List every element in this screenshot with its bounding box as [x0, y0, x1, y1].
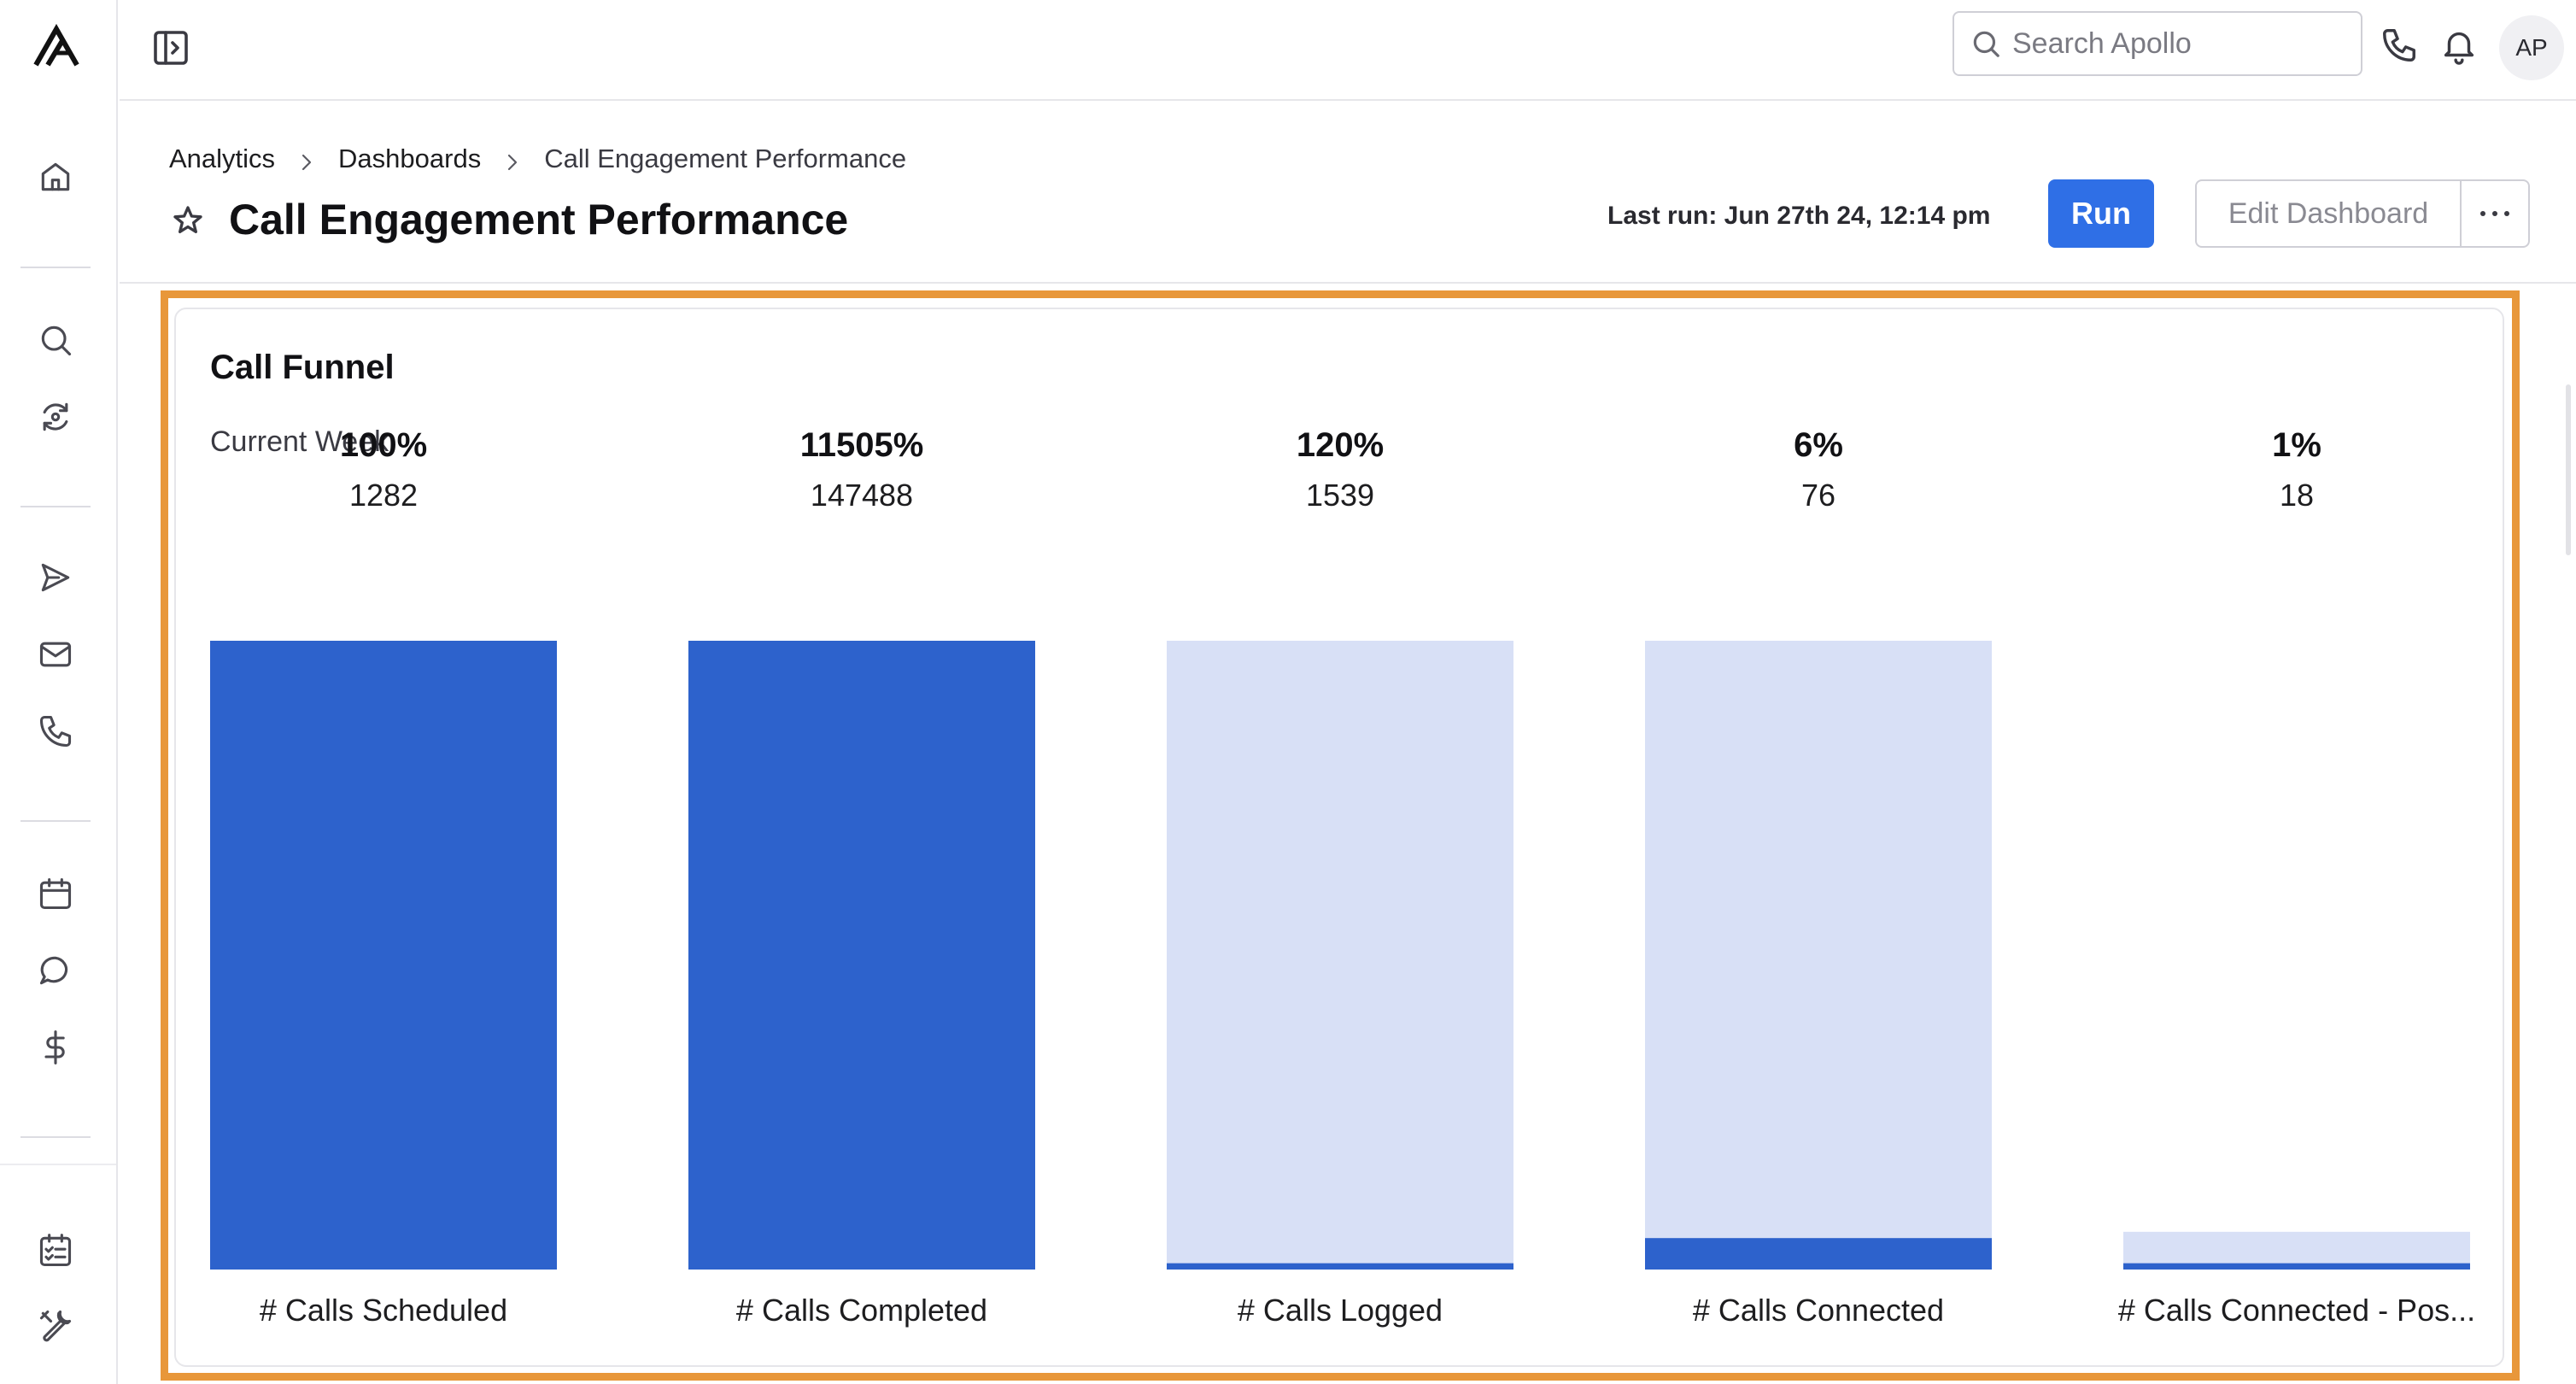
breadcrumb-current: Call Engagement Performance — [544, 144, 907, 173]
run-button[interactable]: Run — [2048, 179, 2154, 248]
funnel-bar[interactable] — [1167, 1263, 1513, 1270]
page-title: Call Engagement Performance — [229, 196, 849, 243]
sidebar — [0, 0, 118, 1384]
checklist-icon[interactable] — [35, 1230, 76, 1271]
chevron-right-icon — [506, 149, 518, 171]
search-icon — [1973, 31, 1999, 57]
apollo-logo-icon[interactable] — [31, 23, 82, 68]
mail-icon[interactable] — [35, 634, 76, 675]
call-funnel-card[interactable]: Call Funnel Current Week 100% 1282 # Calls… — [174, 308, 2504, 1367]
search-icon[interactable] — [35, 320, 76, 361]
home-icon[interactable] — [35, 156, 76, 197]
star-icon[interactable] — [171, 203, 205, 238]
funnel-bar-count: 76 — [1801, 478, 1835, 513]
calendar-icon[interactable] — [35, 873, 76, 914]
funnel-bar[interactable] — [688, 641, 1035, 1270]
refresh-icon[interactable] — [35, 396, 76, 437]
funnel-chart-svg: 100% 1282 # Calls Scheduled 11505% 147488 # C… — [210, 426, 2475, 1328]
card-subtitle: Current Week — [210, 425, 389, 458]
chat-icon[interactable] — [35, 950, 76, 991]
sidebar-divider — [20, 820, 91, 822]
funnel-bar[interactable] — [2123, 1263, 2470, 1270]
send-icon[interactable] — [35, 557, 76, 598]
funnel-bar-track — [1645, 641, 1992, 1270]
more-dot — [2492, 211, 2497, 216]
funnel-bar[interactable] — [1645, 1238, 1992, 1270]
funnel-bar-track — [1167, 641, 1513, 1270]
funnel-bar-count: 1539 — [1306, 478, 1374, 513]
funnel-bar-count: 1282 — [349, 478, 418, 513]
breadcrumb: Analytics Dashboards Call Engagement Per… — [169, 144, 906, 174]
phone-icon[interactable] — [35, 711, 76, 752]
card-title: Call Funnel — [210, 349, 395, 386]
dashboard-header: Analytics Dashboards Call Engagement Per… — [120, 103, 2576, 284]
sidebar-divider — [20, 1136, 91, 1138]
more-dot — [2504, 211, 2509, 216]
sidebar-divider — [20, 267, 91, 268]
sidebar-divider — [0, 1164, 116, 1165]
edit-dashboard-button[interactable]: Edit Dashboard — [2195, 179, 2462, 248]
top-bar: Search Apollo AP — [120, 0, 2576, 101]
breadcrumb-analytics[interactable]: Analytics — [169, 144, 276, 173]
last-run-timestamp: Last run: Jun 27th 24, 12:14 pm — [1607, 202, 1991, 230]
funnel-bar-count: 18 — [2280, 478, 2314, 513]
more-options-button[interactable] — [2460, 179, 2530, 248]
scrollbar-thumb[interactable] — [2566, 384, 2571, 555]
funnel-chart: 100% 1282 # Calls Scheduled 11505% 147488 # C… — [176, 309, 2506, 1369]
search-input[interactable]: Search Apollo — [1952, 11, 2362, 76]
sidebar-divider — [20, 506, 91, 507]
selection-highlight — [161, 290, 2520, 1381]
tools-icon[interactable] — [35, 1305, 76, 1346]
sidebar-toggle-icon[interactable] — [150, 27, 193, 70]
funnel-bar-percent: 1% — [2272, 426, 2321, 464]
funnel-bar-label: # Calls Connected — [1693, 1293, 1944, 1328]
avatar[interactable]: AP — [2499, 15, 2564, 80]
more-dot — [2480, 211, 2485, 216]
phone-icon[interactable] — [2380, 26, 2422, 68]
funnel-bar-count: 147488 — [811, 478, 913, 513]
funnel-bar-percent: 120% — [1297, 426, 1384, 464]
funnel-bar-percent: 11505% — [800, 426, 924, 464]
funnel-bar[interactable] — [210, 641, 557, 1270]
funnel-bar-label: # Calls Connected - Pos... — [2118, 1293, 2475, 1328]
dollar-icon[interactable] — [35, 1027, 76, 1068]
funnel-bar-label: # Calls Logged — [1238, 1293, 1443, 1328]
search-placeholder: Search Apollo — [2012, 26, 2192, 60]
funnel-bar-percent: 100% — [340, 426, 427, 464]
bell-icon[interactable] — [2439, 26, 2482, 68]
funnel-bar-label: # Calls Scheduled — [260, 1293, 507, 1328]
funnel-bar-percent: 6% — [1794, 426, 1843, 464]
breadcrumb-dashboards[interactable]: Dashboards — [338, 144, 482, 173]
chevron-right-icon — [301, 149, 313, 171]
funnel-bar-label: # Calls Completed — [736, 1293, 987, 1328]
